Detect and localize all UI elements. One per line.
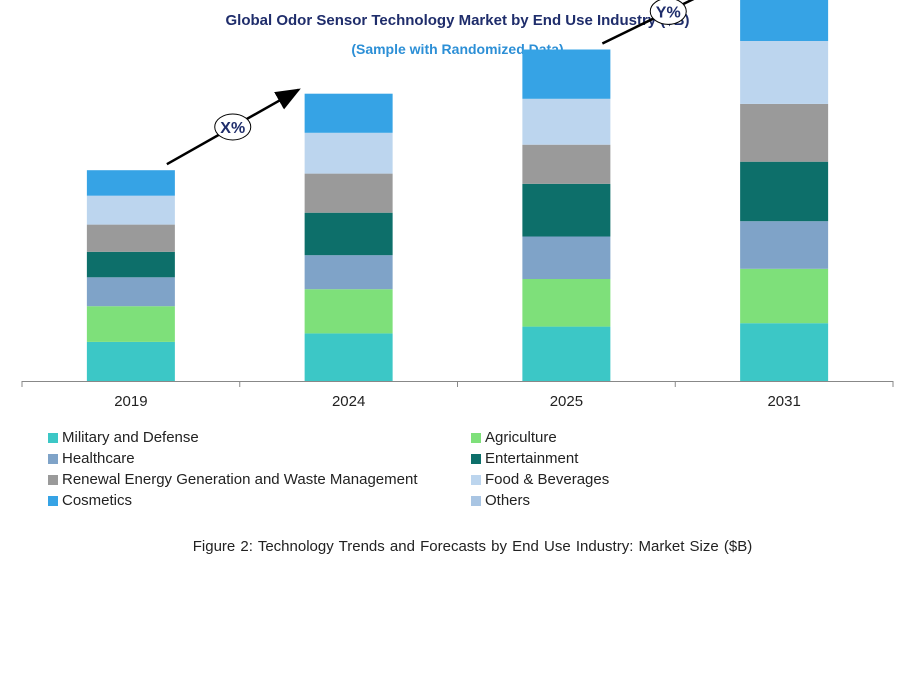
growth-bubble (214, 113, 252, 141)
legend-item-healthcare: Healthcare (48, 448, 471, 469)
chart-subtitle: (Sample with Randomized Data) (351, 41, 564, 57)
growth-label: Y% (656, 4, 681, 21)
legend-label: Others (485, 492, 531, 509)
legend-item-agriculture: Agriculture (471, 427, 728, 448)
bar-segment (522, 49, 611, 99)
bar-segment (740, 268, 829, 324)
bar-segment (522, 144, 611, 184)
bar-segment (740, 221, 829, 269)
bar-segment (522, 98, 611, 145)
legend-swatch (48, 495, 58, 506)
legend-label: Cosmetics (62, 492, 133, 509)
legend-swatch (471, 495, 481, 506)
legend-swatch (48, 474, 58, 485)
legend-label: Entertainment (485, 450, 579, 467)
bar-segment (740, 161, 829, 222)
legend-swatch (471, 432, 481, 443)
bar-segment (304, 132, 393, 174)
x-tick-label: 2031 (767, 393, 800, 410)
legend-item-food-and-beverages: Food & Beverages (471, 469, 728, 490)
x-tick-label: 2024 (332, 393, 365, 410)
bar-segment (86, 224, 175, 252)
legend-item-others: Others (471, 490, 728, 511)
bar-segment (304, 289, 393, 334)
bar-segment (740, 103, 829, 162)
bar-segment (304, 212, 393, 256)
legend-label: Agriculture (485, 429, 557, 446)
bar-segment (522, 236, 611, 279)
growth-bubble (649, 0, 687, 25)
x-tick-label: 2019 (114, 393, 147, 410)
bar-segment (522, 183, 611, 237)
bar-segment (740, 323, 829, 381)
legend-item-renewal-energy: Renewal Energy Generation and Waste Mana… (48, 469, 471, 490)
bar-segment (740, 0, 829, 41)
figure-caption: Figure 2: Technology Trends and Forecast… (192, 538, 753, 555)
bar-segment (86, 251, 175, 278)
bar-segment (86, 341, 175, 381)
bar-segment (86, 170, 175, 196)
stacked-bar-chart: 2019 2024 2025 2031 X% Y% (21, 0, 894, 410)
legend-label: Food & Beverages (485, 471, 610, 488)
legend-swatch (48, 432, 58, 443)
legend-swatch (471, 474, 481, 485)
x-tick-label: 2025 (550, 393, 583, 410)
legend-item-military-and-defense: Military and Defense (48, 427, 471, 448)
chart-title: Global Odor Sensor Technology Market by … (225, 12, 690, 29)
bar-segment (304, 173, 393, 213)
legend-item-cosmetics: Cosmetics (48, 490, 471, 511)
legend-item-entertainment: Entertainment (471, 448, 728, 469)
bar-segment (522, 279, 611, 327)
growth-label: X% (220, 120, 245, 137)
legend-label: Renewal Energy Generation and Waste Mana… (62, 471, 418, 488)
bar-segment (522, 326, 611, 381)
legend-swatch (471, 453, 481, 464)
bar-segment (86, 277, 175, 307)
legend-label: Military and Defense (62, 429, 199, 446)
bar-segment (86, 306, 175, 342)
bar-segment (304, 255, 393, 290)
bar-segment (86, 195, 175, 225)
chart-legend: Military and Defense Agriculture Healthc… (48, 427, 728, 511)
bar-segment (304, 93, 393, 133)
legend-swatch (48, 453, 58, 464)
bar-segment (740, 41, 829, 104)
legend-label: Healthcare (62, 450, 135, 467)
bar-segment (304, 333, 393, 381)
